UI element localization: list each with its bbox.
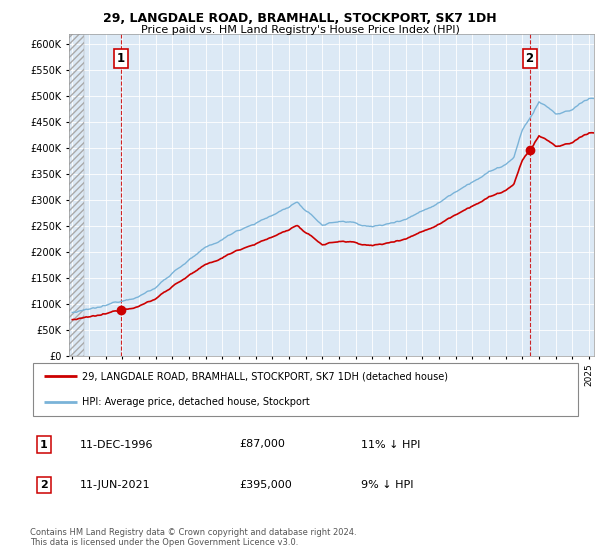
Text: Price paid vs. HM Land Registry's House Price Index (HPI): Price paid vs. HM Land Registry's House … — [140, 25, 460, 35]
Text: 29, LANGDALE ROAD, BRAMHALL, STOCKPORT, SK7 1DH: 29, LANGDALE ROAD, BRAMHALL, STOCKPORT, … — [103, 12, 497, 25]
Text: HPI: Average price, detached house, Stockport: HPI: Average price, detached house, Stoc… — [82, 397, 310, 407]
Text: £87,000: £87,000 — [240, 440, 286, 450]
Text: 11% ↓ HPI: 11% ↓ HPI — [361, 440, 421, 450]
Text: 1: 1 — [40, 440, 47, 450]
Text: 11-JUN-2021: 11-JUN-2021 — [80, 480, 151, 491]
Text: 11-DEC-1996: 11-DEC-1996 — [80, 440, 153, 450]
Text: Contains HM Land Registry data © Crown copyright and database right 2024.
This d: Contains HM Land Registry data © Crown c… — [30, 528, 356, 547]
Text: 1: 1 — [117, 52, 125, 65]
Text: 9% ↓ HPI: 9% ↓ HPI — [361, 480, 414, 491]
Text: 2: 2 — [40, 480, 47, 491]
Text: 2: 2 — [526, 52, 534, 65]
Text: £395,000: £395,000 — [240, 480, 293, 491]
Text: 29, LANGDALE ROAD, BRAMHALL, STOCKPORT, SK7 1DH (detached house): 29, LANGDALE ROAD, BRAMHALL, STOCKPORT, … — [82, 371, 448, 381]
FancyBboxPatch shape — [33, 363, 578, 416]
